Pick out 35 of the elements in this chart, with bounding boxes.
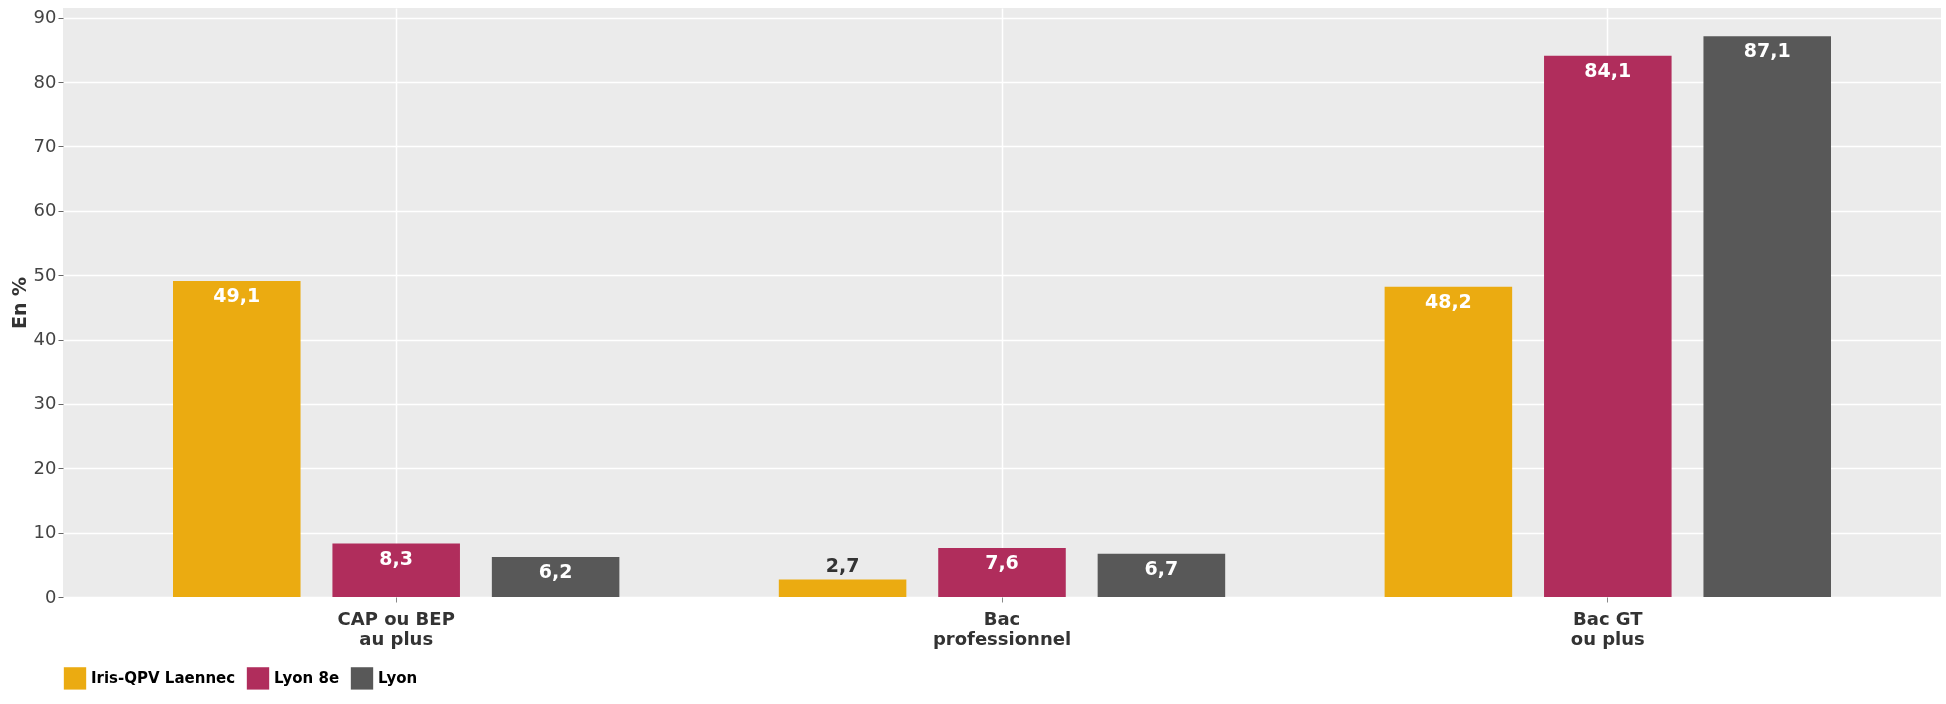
y-tick-label: 30 <box>33 392 57 414</box>
bar <box>938 548 1066 597</box>
bar <box>173 280 301 597</box>
data-label: 6,2 <box>538 560 573 583</box>
y-tick-label: 0 <box>45 585 57 607</box>
data-label: 87,1 <box>1743 39 1791 62</box>
bar <box>491 557 620 597</box>
y-tick-label: 80 <box>33 70 57 92</box>
data-label: 8,3 <box>379 546 414 569</box>
bar <box>778 579 907 597</box>
data-label: 2,7 <box>825 553 860 576</box>
x-tick-label: Bac GT ou plus <box>1570 607 1645 649</box>
x-tick-label: Bac professionnel <box>932 607 1072 649</box>
legend-label: Lyon 8e <box>274 669 340 688</box>
y-tick-label: 60 <box>33 199 57 221</box>
data-label: 84,1 <box>1584 58 1632 81</box>
y-tick-label: 20 <box>33 456 57 478</box>
y-tick-label: 70 <box>33 134 57 156</box>
bar <box>1703 36 1831 597</box>
data-label: 7,6 <box>985 551 1019 574</box>
legend-label: Iris-QPV Laennec <box>91 669 236 688</box>
y-tick-label: 40 <box>33 328 57 350</box>
y-tick-label: 10 <box>33 521 57 543</box>
y-tick-label: 50 <box>33 263 57 285</box>
bar <box>1544 55 1672 597</box>
x-tick-label: CAP ou BEP au plus <box>337 607 455 649</box>
bar <box>1384 286 1513 597</box>
bar <box>1097 553 1226 597</box>
data-label: 48,2 <box>1424 289 1472 312</box>
y-axis-title: En % <box>7 276 30 330</box>
data-label: 49,1 <box>213 283 261 306</box>
y-tick-label: 90 <box>33 6 57 28</box>
legend-label: Lyon <box>378 669 418 688</box>
data-label: 6,7 <box>1144 556 1179 579</box>
bar <box>332 543 460 597</box>
